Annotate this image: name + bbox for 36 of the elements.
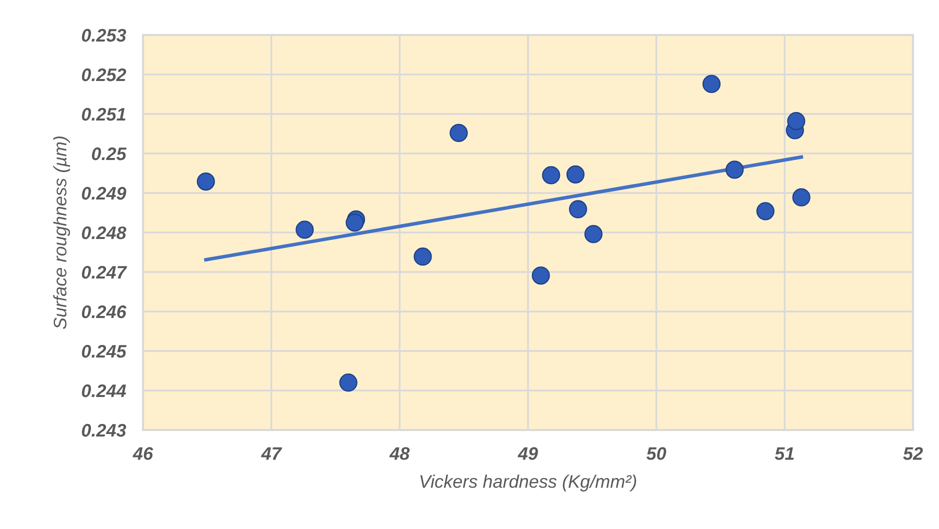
x-tick-label: 49 — [518, 447, 538, 460]
point — [414, 248, 432, 266]
y-tick-label: 0.248 — [82, 226, 126, 240]
y-axis-title: Surface roughness (µm) — [53, 136, 70, 330]
x-tick-label: 52 — [903, 447, 923, 460]
y-tick-label: 0.249 — [82, 186, 126, 200]
point — [346, 214, 364, 232]
y-tick-label: 0.251 — [82, 108, 126, 121]
point — [726, 160, 744, 179]
y-tick-label: 0.252 — [82, 68, 126, 82]
x-tick-label: 47 — [260, 447, 282, 460]
y-tick-label: 0.246 — [82, 305, 126, 318]
point — [196, 172, 215, 191]
point — [532, 266, 550, 285]
point — [584, 225, 603, 244]
y-tick-label: 0.247 — [82, 266, 128, 279]
point — [296, 220, 314, 239]
x-tick-label: 48 — [389, 447, 410, 460]
point — [566, 165, 585, 184]
x-tick-label: 46 — [132, 447, 154, 460]
point — [756, 202, 774, 220]
point — [542, 166, 560, 184]
y-tick-label: 0.253 — [82, 28, 126, 42]
point — [339, 374, 358, 392]
point — [787, 112, 806, 130]
point — [450, 124, 468, 142]
x-tick-label: 51 — [774, 447, 794, 460]
y-tick-label: 0.245 — [82, 344, 127, 358]
y-tick-label: 0.244 — [82, 384, 126, 398]
point — [702, 74, 721, 94]
y-tick-label: 0.243 — [82, 424, 126, 437]
x-axis-title: Vickers hardness (Kg/mm²) — [420, 474, 636, 492]
point — [792, 188, 810, 206]
point — [568, 200, 588, 218]
x-tick-label: 50 — [646, 447, 666, 460]
y-tick-label: 0.25 — [92, 147, 127, 160]
